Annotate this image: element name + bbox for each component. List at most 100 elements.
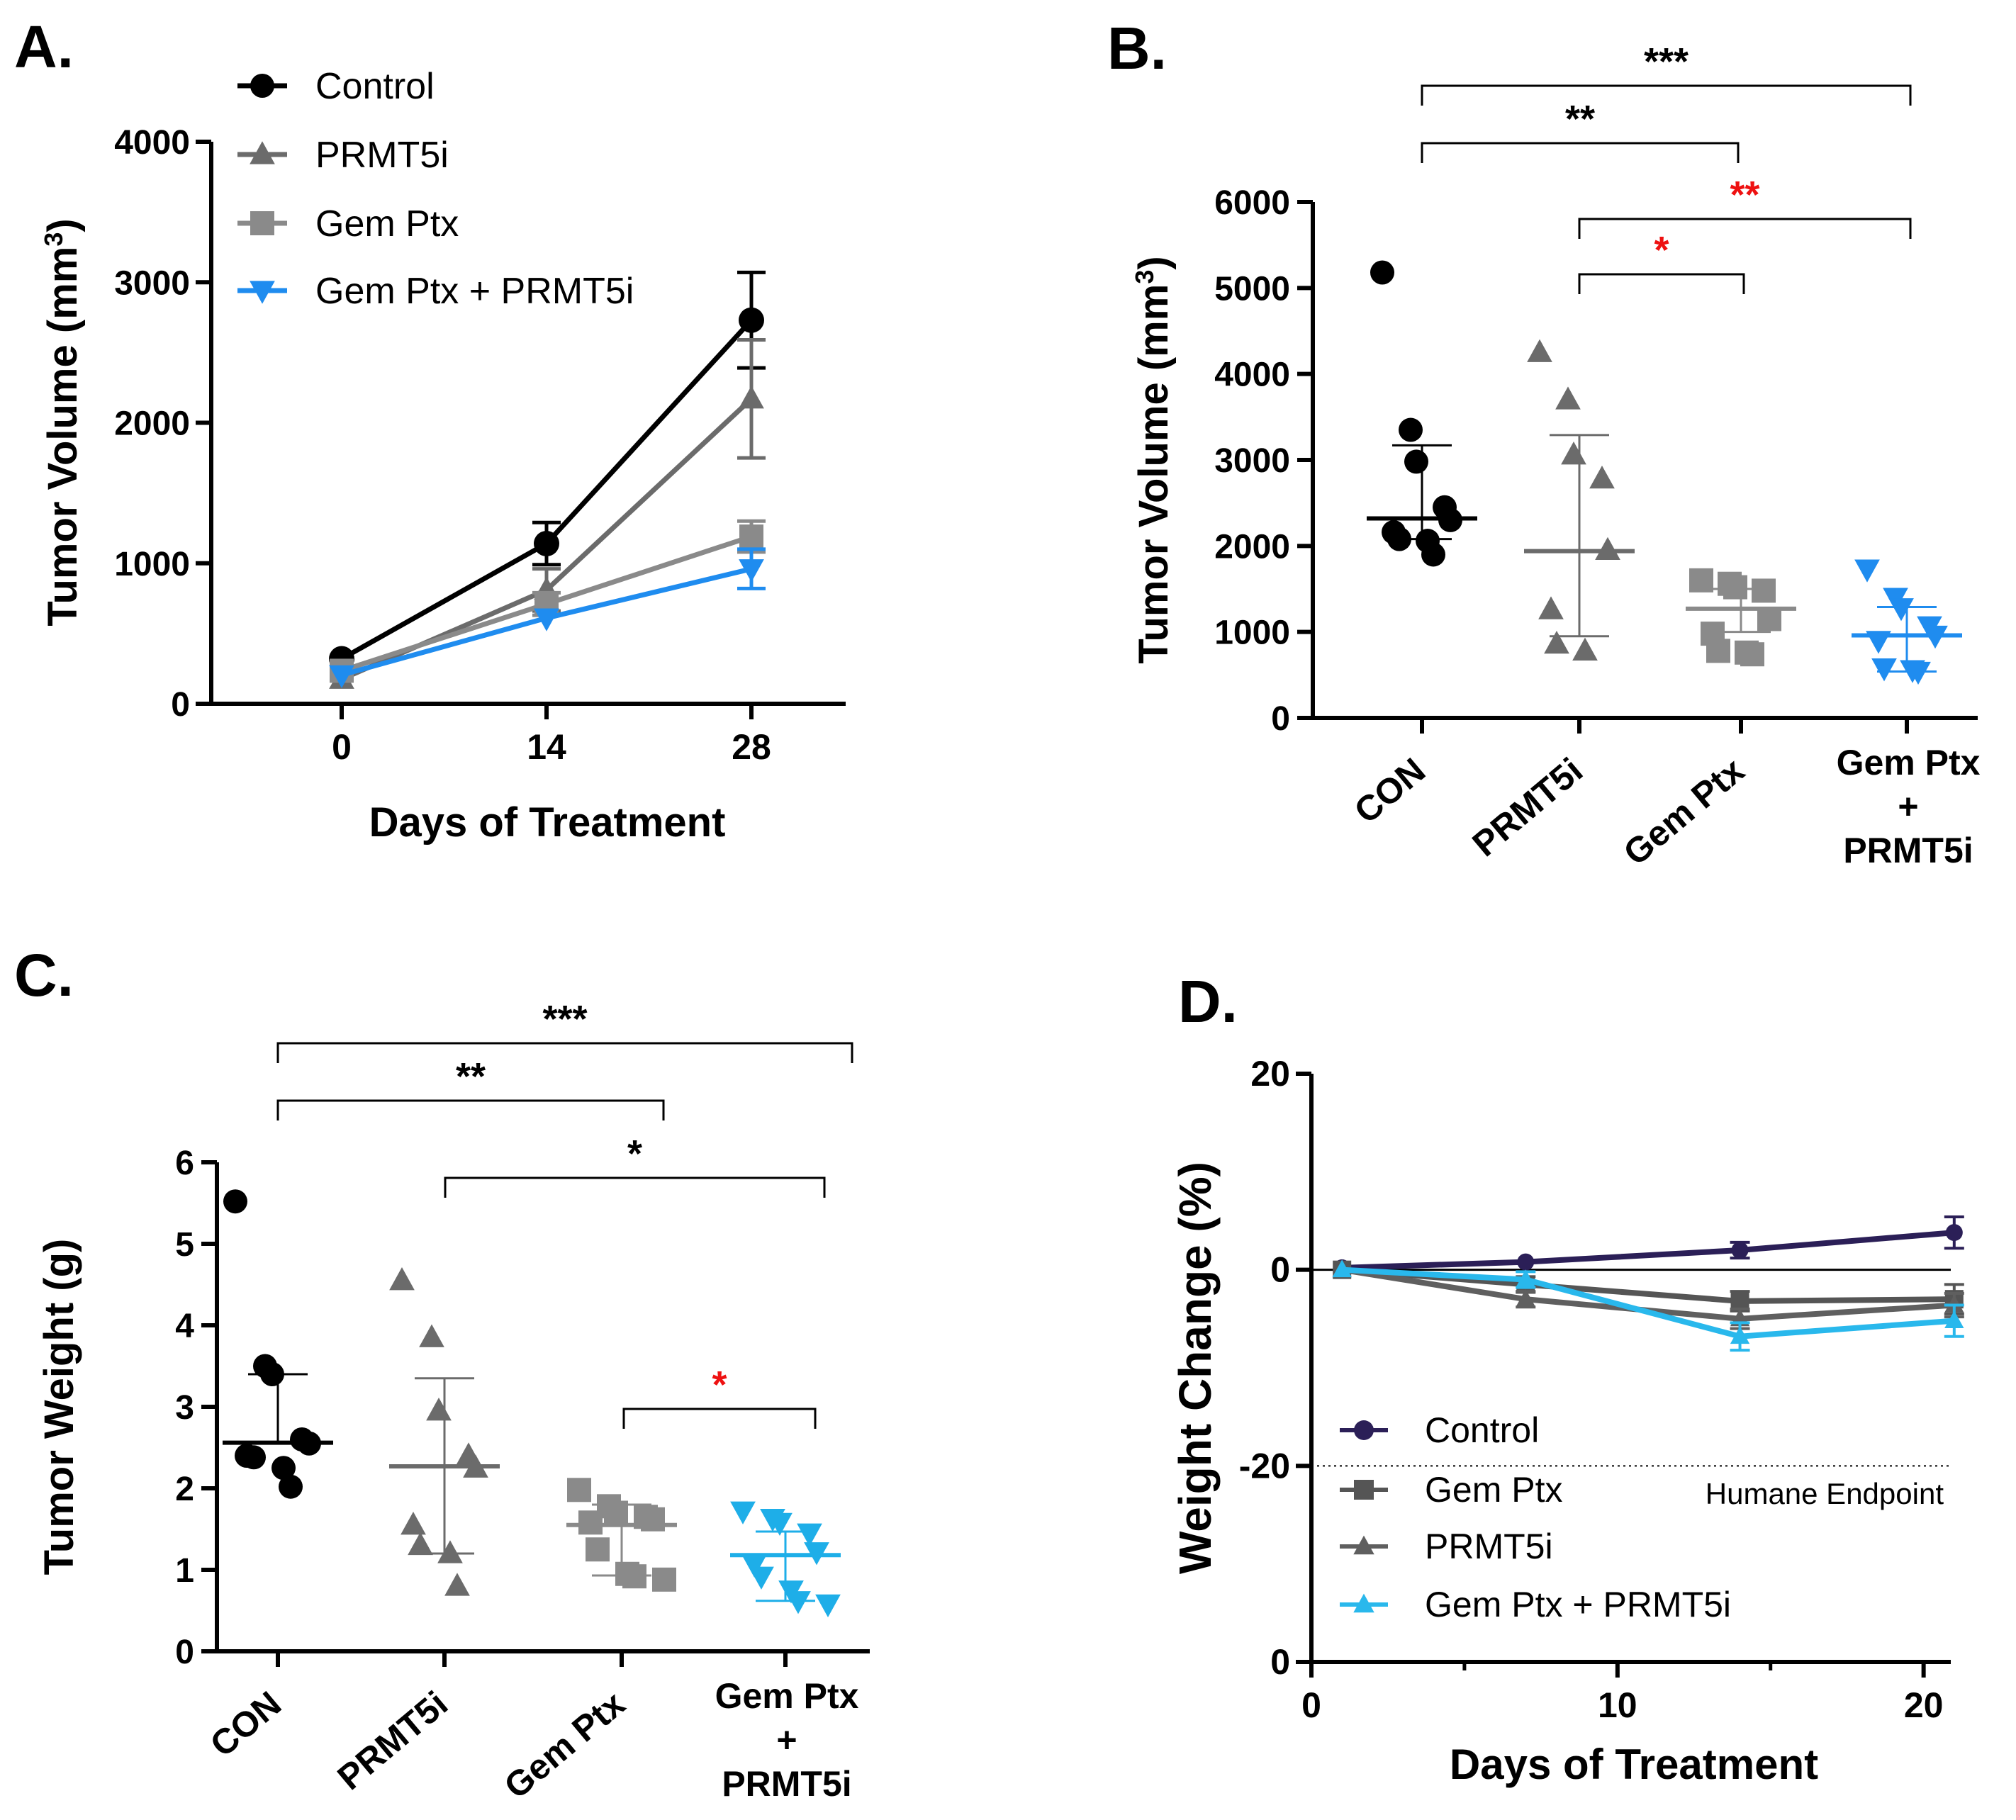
data-point: [1752, 578, 1776, 603]
category-label: Gem Ptx: [497, 1683, 633, 1806]
panel-b-label: B.: [1107, 15, 1167, 82]
legend-marker-a: [250, 74, 274, 98]
data-point: [1421, 542, 1445, 567]
panel-c-label: C.: [14, 942, 74, 1009]
data-point: [1561, 442, 1586, 465]
data-point: [1555, 386, 1581, 410]
y-tick-label-d: 0: [1270, 1642, 1290, 1682]
significance-label: **: [1730, 174, 1759, 216]
y-tick-label: 1000: [1214, 614, 1290, 652]
data-point: [1757, 607, 1781, 631]
significance-label: ***: [1644, 40, 1689, 83]
x-tick-label-d: 0: [1301, 1685, 1321, 1725]
data-point: [797, 1523, 822, 1546]
significance-bracket: [276, 1099, 665, 1120]
y-tick-label: 2: [175, 1471, 194, 1508]
category-label: CON: [203, 1684, 289, 1765]
panel-d: D. Humane Endpoint 0 -20 0 20 0 10 20 Days of Tre…: [1170, 968, 1964, 1788]
y-axis-title-a: Tumor Volume (mm3): [39, 218, 86, 626]
y-tick-label-a: 3000: [114, 264, 190, 302]
data-point: [242, 1445, 266, 1470]
data-point: [279, 1474, 303, 1499]
data-point: [1740, 642, 1764, 667]
data-point: [271, 1456, 296, 1481]
y-tick-label: 3000: [1214, 442, 1290, 480]
data-point: [785, 1591, 811, 1614]
data-point: [389, 1267, 415, 1291]
x-axis-title-d: Days of Treatment: [1450, 1741, 1818, 1788]
legend-label-d: Gem Ptx + PRMT5i: [1425, 1585, 1731, 1624]
data-point: [1706, 639, 1730, 663]
significance-label: **: [456, 1055, 486, 1098]
data-point: [1538, 596, 1564, 619]
y-tick-label-d: 0: [1270, 1250, 1290, 1290]
significance-label: *: [1654, 229, 1669, 271]
significance-bracket: [1578, 218, 1912, 239]
data-point: [1370, 260, 1394, 285]
legend-marker-a: [250, 281, 275, 304]
data-point: [1871, 658, 1897, 682]
significance-label: *: [712, 1364, 727, 1406]
data-point: [1399, 417, 1423, 442]
legend-marker-d: [1354, 1420, 1374, 1440]
y-tick-label: 0: [1271, 700, 1290, 738]
data-point-d: [1944, 1310, 1964, 1328]
data-point-d: [1516, 1288, 1535, 1307]
data-point-d: [1516, 1269, 1535, 1287]
x-axis-title-a: Days of Treatment: [369, 799, 726, 846]
legend-label-d: PRMT5i: [1425, 1527, 1553, 1566]
category-label: +: [776, 1720, 797, 1760]
legend-marker-d: [1353, 1593, 1374, 1613]
series-line-d: [1342, 1230, 1955, 1271]
data-point: [1589, 465, 1615, 489]
data-point: [223, 1189, 247, 1214]
x-tick-label-a: 14: [527, 727, 566, 767]
data-point: [1905, 661, 1931, 685]
y-tick-label-a: 2000: [114, 405, 190, 443]
significance-bracket: [1421, 84, 1912, 106]
y-tick-label: 4000: [1214, 356, 1290, 394]
data-point-a: [329, 665, 354, 689]
series-line-d: [1341, 1266, 1955, 1339]
data-point-a: [534, 530, 559, 556]
legend-label-a: Gem Ptx + PRMT5i: [315, 271, 634, 312]
data-point: [419, 1324, 444, 1347]
y-tick-label: 0: [175, 1634, 194, 1671]
category-label: Gem Ptx: [715, 1676, 859, 1716]
panel-label-a: A.: [14, 13, 74, 80]
y-axis-title: Tumor Volume (mm3): [1130, 256, 1177, 663]
data-point-d: [1730, 1291, 1749, 1310]
category-label: PRMT5i: [330, 1684, 455, 1798]
significance-bracket: [1421, 142, 1740, 163]
y-tick-label-d: 20: [1250, 1054, 1290, 1094]
y-tick-label-a: 0: [171, 686, 190, 724]
data-point: [741, 1554, 767, 1578]
data-point: [437, 1540, 463, 1563]
x-tick-label-d: 10: [1598, 1685, 1637, 1725]
category-label: Gem Ptx: [1616, 750, 1752, 872]
data-point: [586, 1537, 610, 1562]
x-tick-label-a: 0: [332, 727, 352, 767]
data-point: [408, 1532, 433, 1556]
data-point: [815, 1594, 841, 1617]
legend-label-a: Control: [315, 66, 435, 107]
y-tick-label-a: 1000: [114, 546, 190, 583]
data-point: [401, 1512, 426, 1535]
data-point: [1689, 568, 1713, 592]
data-point-a: [739, 386, 764, 409]
data-point: [641, 1507, 665, 1532]
y-tick-label: 5000: [1214, 270, 1290, 308]
legend-marker-d: [1353, 1535, 1374, 1555]
significance-label: *: [627, 1133, 642, 1175]
significance-bracket: [444, 1176, 826, 1198]
data-point-a: [739, 524, 763, 549]
data-point: [444, 1573, 470, 1596]
x-tick-label-a: 28: [732, 727, 771, 767]
data-point: [652, 1567, 676, 1592]
category-label: CON: [1347, 751, 1433, 831]
significance-label: **: [1565, 98, 1595, 140]
